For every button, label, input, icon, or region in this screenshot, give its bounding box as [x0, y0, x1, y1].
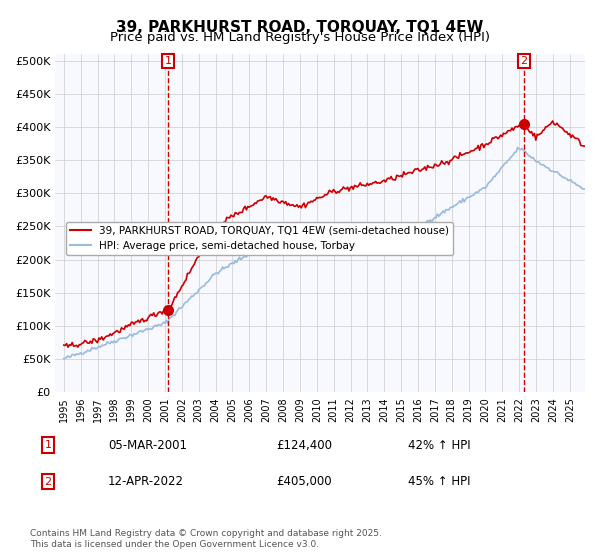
Text: Contains HM Land Registry data © Crown copyright and database right 2025.
This d: Contains HM Land Registry data © Crown c…: [30, 529, 382, 549]
Text: 2: 2: [44, 477, 52, 487]
Text: 1: 1: [44, 440, 52, 450]
Text: 1: 1: [164, 56, 172, 66]
Text: 39, PARKHURST ROAD, TORQUAY, TQ1 4EW: 39, PARKHURST ROAD, TORQUAY, TQ1 4EW: [116, 20, 484, 35]
Text: £405,000: £405,000: [276, 475, 332, 488]
Text: 45% ↑ HPI: 45% ↑ HPI: [408, 475, 470, 488]
Text: 2: 2: [521, 56, 527, 66]
Text: 12-APR-2022: 12-APR-2022: [108, 475, 184, 488]
Legend: 39, PARKHURST ROAD, TORQUAY, TQ1 4EW (semi-detached house), HPI: Average price, : 39, PARKHURST ROAD, TORQUAY, TQ1 4EW (se…: [66, 222, 454, 255]
Text: Price paid vs. HM Land Registry's House Price Index (HPI): Price paid vs. HM Land Registry's House …: [110, 31, 490, 44]
Text: £124,400: £124,400: [276, 438, 332, 452]
Text: 05-MAR-2001: 05-MAR-2001: [108, 438, 187, 452]
Text: 42% ↑ HPI: 42% ↑ HPI: [408, 438, 470, 452]
